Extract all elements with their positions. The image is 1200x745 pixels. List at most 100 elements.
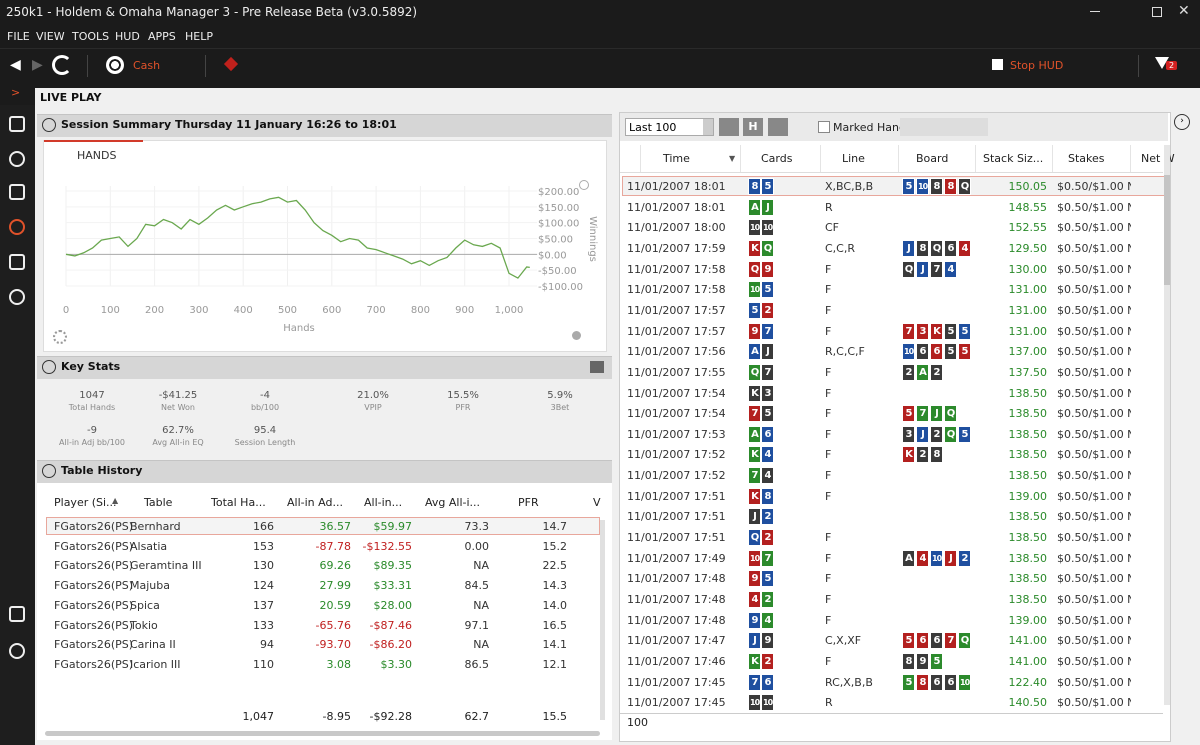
nav-icon[interactable] xyxy=(9,151,25,167)
line-cell: RC,X,B,B xyxy=(825,675,873,689)
nav-icon[interactable] xyxy=(9,254,25,270)
collapse-button[interactable] xyxy=(42,360,56,374)
table-cell: -93.70 xyxy=(315,638,351,652)
table-cell: $3.30 xyxy=(380,657,413,671)
marked-input[interactable] xyxy=(900,118,988,136)
layout-button[interactable] xyxy=(590,361,604,373)
line-cell: F xyxy=(825,613,832,627)
menu-item[interactable]: TOOLS xyxy=(72,30,110,43)
expand-arrow[interactable]: > xyxy=(11,86,21,99)
column-header[interactable]: Time xyxy=(663,152,690,165)
menu-item[interactable]: VIEW xyxy=(36,30,65,43)
stat-value: 5.9% xyxy=(547,390,573,401)
cash-icon[interactable] xyxy=(106,56,124,74)
settings-icon[interactable] xyxy=(53,330,67,344)
h-button[interactable]: H xyxy=(743,118,763,136)
nav-icon[interactable] xyxy=(9,116,25,132)
table-cell: FGators26(PS) xyxy=(54,638,134,652)
menu-item[interactable]: HUD xyxy=(115,30,140,43)
v-scrollbar[interactable] xyxy=(600,520,605,720)
nav-icon[interactable] xyxy=(9,289,25,305)
chart-tab[interactable]: HANDS xyxy=(77,149,117,162)
info-icon[interactable] xyxy=(572,331,581,340)
cash-button[interactable]: Cash xyxy=(133,59,161,72)
column-header[interactable]: Player (Si... xyxy=(54,496,117,509)
column-header[interactable]: PFR xyxy=(518,496,539,509)
total-cell: 62.7 xyxy=(464,710,490,723)
refresh-button[interactable] xyxy=(52,55,72,75)
card: 8 xyxy=(930,178,943,195)
sort-arrow[interactable]: ▼ xyxy=(729,154,736,163)
time-cell: 11/01/2007 17:57 xyxy=(627,303,726,317)
zoom-icon[interactable] xyxy=(579,180,589,190)
nav-icon[interactable] xyxy=(9,606,25,622)
h-scrollbar[interactable] xyxy=(45,731,600,736)
table-cell: NA xyxy=(473,598,489,612)
card: 5 xyxy=(761,178,774,195)
collapse-button[interactable] xyxy=(42,118,56,132)
column-header[interactable]: Line xyxy=(842,152,865,165)
menu-item[interactable]: FILE xyxy=(7,30,30,43)
line-cell: F xyxy=(825,427,832,441)
nav-icon[interactable] xyxy=(9,184,25,200)
card: 10 xyxy=(930,549,943,567)
view-button[interactable] xyxy=(719,118,739,136)
card: J xyxy=(916,260,929,278)
line-cell: R,C,C,F xyxy=(825,345,865,359)
marked-label[interactable]: Marked Hands xyxy=(833,121,912,134)
time-cell: 11/01/2007 17:59 xyxy=(627,241,726,255)
table-cell: Tokio xyxy=(130,618,158,632)
column-header[interactable]: Avg All-i... xyxy=(425,496,481,509)
column-header[interactable]: All-in Ad... xyxy=(287,496,343,509)
column-header[interactable]: Table xyxy=(144,496,173,509)
column-header[interactable]: All-in... xyxy=(364,496,403,509)
collapse-button[interactable] xyxy=(42,464,56,478)
nav-icon[interactable] xyxy=(9,219,25,235)
table-cell: 110 xyxy=(253,657,274,671)
stakes-cell: $0.50/$1.00 NL H xyxy=(1057,613,1131,627)
marked-checkbox[interactable] xyxy=(818,121,830,133)
filter-icon[interactable] xyxy=(1155,57,1169,69)
selected-row[interactable] xyxy=(46,517,600,535)
sort-arrow[interactable]: ▲ xyxy=(112,496,119,505)
select-arrow[interactable] xyxy=(703,119,713,135)
scroll-thumb[interactable] xyxy=(1164,175,1170,285)
table-cell: 14.3 xyxy=(542,579,568,593)
stack-cell: 140.50 xyxy=(1008,696,1048,710)
menu-item[interactable]: APPS xyxy=(148,30,176,43)
line-cell: F xyxy=(825,324,832,338)
card: Q xyxy=(748,529,761,547)
table-cell: FGators26(PS) xyxy=(54,520,134,533)
line-cell: F xyxy=(825,654,832,668)
grid-button[interactable] xyxy=(768,118,788,136)
card: 9 xyxy=(748,570,761,588)
nav-icon[interactable] xyxy=(9,643,25,659)
maximize-button[interactable] xyxy=(1152,7,1162,17)
y-tick-label: -$50.00 xyxy=(538,266,577,277)
v-scrollbar[interactable] xyxy=(1164,145,1170,705)
filter-select[interactable]: Last 100 xyxy=(625,118,714,136)
column-header[interactable]: Cards xyxy=(761,152,793,165)
stakes-cell: $0.50/$1.00 NL H xyxy=(1057,324,1131,338)
stakes-cell: $0.50/$1.00 NL H xyxy=(1057,262,1131,276)
column-header[interactable]: Total Ha... xyxy=(211,496,266,509)
stop-hud-label[interactable]: Stop HUD xyxy=(1010,59,1064,72)
minimize-button[interactable] xyxy=(1090,11,1100,12)
forward-button[interactable]: ▶ xyxy=(32,57,43,73)
panel-arrow[interactable]: › xyxy=(1174,114,1190,130)
menu-item[interactable]: HELP xyxy=(185,30,213,43)
stats-panel xyxy=(37,379,612,457)
stop-hud-checkbox[interactable] xyxy=(992,59,1003,70)
column-header[interactable]: Stack Siz... xyxy=(983,152,1044,165)
table-cell: 27.99 xyxy=(319,579,352,593)
column-header[interactable]: Board xyxy=(916,152,949,165)
card: Q xyxy=(944,405,957,423)
winnings-chart: 0 100 200 300 400 500 600 700 800 900 1,000 $200.00… xyxy=(63,186,598,334)
column-header[interactable]: Stakes xyxy=(1068,152,1105,165)
close-button[interactable]: ✕ xyxy=(1178,3,1190,19)
column-header[interactable]: V xyxy=(593,496,601,509)
stack-cell: 139.00 xyxy=(1008,489,1048,503)
back-button[interactable]: ◀ xyxy=(10,57,21,73)
card: 4 xyxy=(944,260,957,278)
table-cell: 84.5 xyxy=(464,579,490,593)
